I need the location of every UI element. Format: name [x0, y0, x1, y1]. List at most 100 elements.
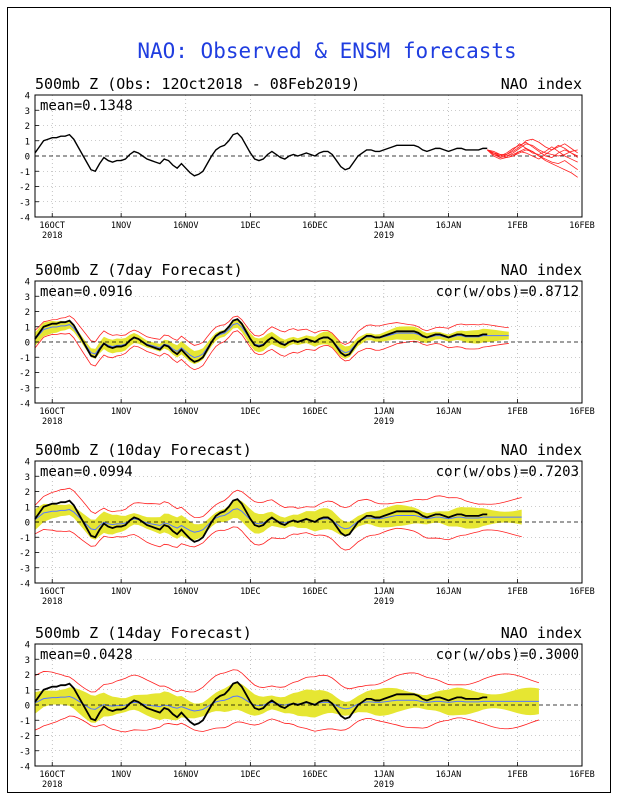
x-tick-label: 16FEB [569, 407, 595, 417]
panel-right-label: NAO index [501, 441, 582, 459]
panel-right-label: NAO index [501, 624, 582, 642]
y-tick-label: -2 [19, 183, 30, 193]
y-tick-label: -3 [19, 564, 30, 574]
panel-right-label: NAO index [501, 75, 582, 93]
x-tick-label: 1DEC [240, 221, 260, 231]
correlation-stat: cor(w/obs)=0.3000 [436, 647, 579, 663]
x-tick-label: 1JAN [374, 407, 394, 417]
x-tick-label: 1NOV [111, 221, 131, 231]
x-tick-label: 16JAN [436, 221, 462, 231]
x-tick-year: 2018 [42, 417, 62, 427]
y-tick-label: -3 [19, 384, 30, 394]
x-tick-label: 1JAN [374, 221, 394, 231]
forecast-spread-band [35, 499, 522, 541]
observed-line [34, 681, 488, 726]
y-tick-label: -4 [19, 763, 30, 773]
y-tick-label: 4 [25, 278, 30, 288]
mean-stat: mean=0.0994 [40, 464, 133, 480]
y-tick-label: -2 [19, 369, 30, 379]
x-tick-label: 1JAN [374, 770, 394, 780]
y-tick-label: 4 [25, 641, 30, 651]
y-tick-label: 4 [25, 92, 30, 102]
x-tick-year: 2018 [42, 231, 62, 241]
panels: 500mb Z (Obs: 12Oct2018 - 08Feb2019) NAO … [19, 75, 595, 790]
correlation-stat: cor(w/obs)=0.7203 [436, 464, 579, 480]
y-tick-label: -1 [19, 534, 30, 544]
x-tick-year: 2019 [374, 597, 394, 607]
forecast-spread-band [35, 319, 509, 365]
x-tick-label: 1FEB [507, 407, 527, 417]
x-tick-label: 16JAN [436, 407, 462, 417]
y-tick-label: -3 [19, 747, 30, 757]
y-tick-label: 0 [25, 519, 30, 529]
y-tick-label: -1 [19, 168, 30, 178]
mean-stat: mean=0.0916 [40, 284, 133, 300]
x-tick-label: 16NOV [173, 770, 199, 780]
x-tick-label: 16FEB [569, 770, 595, 780]
mean-stat: mean=0.0428 [40, 647, 133, 663]
observed-line [34, 132, 488, 177]
y-tick-label: 3 [25, 473, 30, 483]
ensemble-member-line [486, 149, 578, 171]
observed-line [34, 318, 488, 363]
x-tick-label: 1DEC [240, 587, 260, 597]
panel-title: 500mb Z (7day Forecast) [35, 261, 243, 279]
x-tick-label: 1JAN [374, 587, 394, 597]
panel-title: 500mb Z (10day Forecast) [35, 441, 252, 459]
y-tick-label: 3 [25, 107, 30, 117]
forecast-min-line [34, 526, 522, 551]
x-tick-year: 2019 [374, 417, 394, 427]
y-tick-label: -1 [19, 717, 30, 727]
x-tick-year: 2019 [374, 231, 394, 241]
y-tick-label: -2 [19, 549, 30, 559]
x-tick-label: 1NOV [111, 770, 131, 780]
y-tick-label: 2 [25, 308, 30, 318]
x-tick-label: 16NOV [173, 221, 199, 231]
chart-panel-3: 500mb Z (10day Forecast) NAO index mean=0.… [19, 441, 595, 607]
x-tick-year: 2018 [42, 780, 62, 790]
mean-stat: mean=0.1348 [40, 98, 133, 114]
x-tick-label: 1FEB [507, 770, 527, 780]
forecast-min-line [34, 715, 540, 733]
x-tick-label: 16JAN [436, 587, 462, 597]
forecast-max-line [34, 487, 522, 518]
x-tick-label: 1NOV [111, 407, 131, 417]
x-tick-label: 16OCT [39, 221, 65, 231]
x-tick-label: 16DEC [302, 587, 328, 597]
x-tick-label: 16DEC [302, 407, 328, 417]
chart-panel-2: 500mb Z (7day Forecast) NAO index mean=0.0… [19, 261, 595, 427]
y-tick-label: 1 [25, 686, 30, 696]
y-tick-label: -1 [19, 354, 30, 364]
forecast-min-line [34, 330, 509, 371]
y-tick-label: 4 [25, 458, 30, 468]
ensemble-member-line [487, 144, 578, 160]
x-tick-label: 1NOV [111, 587, 131, 597]
y-tick-label: 0 [25, 153, 30, 163]
y-tick-label: 0 [25, 339, 30, 349]
chart-panel-4: 500mb Z (14day Forecast) NAO index mean=0.… [19, 624, 595, 790]
y-tick-label: -4 [19, 400, 30, 410]
y-tick-label: 3 [25, 656, 30, 666]
x-tick-year: 2019 [374, 780, 394, 790]
y-tick-label: 2 [25, 671, 30, 681]
x-tick-label: 1DEC [240, 407, 260, 417]
y-tick-label: -4 [19, 580, 30, 590]
y-tick-label: 0 [25, 702, 30, 712]
y-tick-label: 3 [25, 293, 30, 303]
x-tick-label: 1DEC [240, 770, 260, 780]
x-tick-label: 16OCT [39, 587, 65, 597]
panel-title: 500mb Z (Obs: 12Oct2018 - 08Feb2019) [35, 75, 360, 93]
x-tick-label: 16JAN [436, 770, 462, 780]
x-tick-label: 16NOV [173, 407, 199, 417]
forecast-max-line [34, 315, 509, 346]
correlation-stat: cor(w/obs)=0.8712 [436, 284, 579, 300]
figure-border [7, 7, 611, 793]
forecast-max-line [34, 669, 540, 693]
ensemble-member-line [487, 143, 578, 163]
panel-title: 500mb Z (14day Forecast) [35, 624, 252, 642]
y-tick-label: 1 [25, 137, 30, 147]
y-tick-label: -3 [19, 198, 30, 208]
x-tick-label: 1FEB [507, 221, 527, 231]
y-tick-label: -4 [19, 214, 30, 224]
